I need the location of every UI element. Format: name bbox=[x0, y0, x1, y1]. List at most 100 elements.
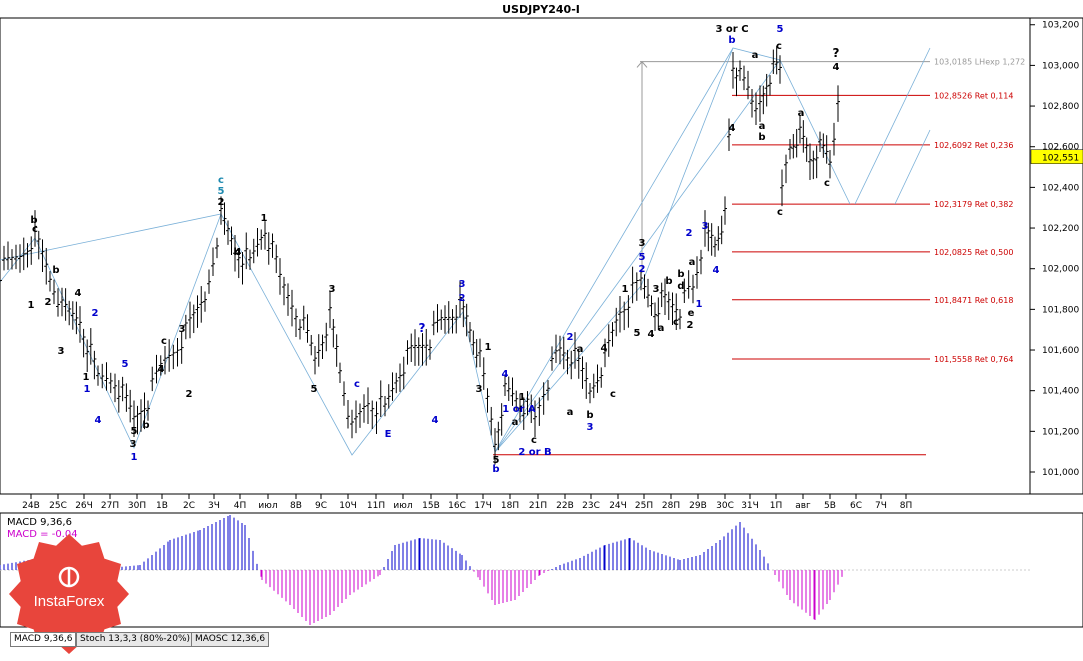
y-tick-label: 101,200 bbox=[1042, 427, 1079, 437]
x-tick-label: июл bbox=[393, 501, 412, 511]
x-tick-label: авг bbox=[795, 501, 811, 511]
x-tick-label: 24В bbox=[22, 501, 40, 511]
wave-label: c bbox=[776, 41, 782, 52]
wave-label: b bbox=[142, 420, 149, 431]
wave-label: 2 bbox=[45, 297, 52, 308]
x-tick-label: 23С bbox=[582, 501, 600, 511]
wave-label: a bbox=[567, 407, 574, 418]
tab-macd[interactable]: MACD 9,36,6 bbox=[10, 632, 77, 647]
wave-label: b bbox=[492, 464, 499, 475]
x-tick-label: 7Ч bbox=[875, 501, 887, 511]
wave-label: 5 bbox=[131, 426, 138, 437]
wave-label: a bbox=[658, 323, 665, 334]
fib-levels: 103,0185 LHexp 1,272 102,8526 Ret 0,114 10… bbox=[493, 58, 1025, 456]
y-tick-label: 102,000 bbox=[1042, 265, 1079, 275]
wave-label: 5 bbox=[639, 252, 646, 263]
tab-stoch[interactable]: Stoch 13,3,3 (80%-20%) bbox=[76, 632, 195, 647]
x-tick-label: 3Ч bbox=[208, 501, 220, 511]
x-tick-label: 27П bbox=[101, 501, 119, 511]
wave-label: b bbox=[758, 132, 765, 143]
current-price-tag bbox=[1030, 149, 1083, 164]
wave-label: e bbox=[688, 308, 695, 319]
wave-label: 1 bbox=[519, 392, 526, 403]
x-tick-label: 25С bbox=[49, 501, 67, 511]
y-tick-label: 101,400 bbox=[1042, 387, 1079, 397]
wave-label: 3 bbox=[329, 284, 336, 295]
x-tick-label: 15В bbox=[422, 501, 440, 511]
wave-label: c bbox=[32, 224, 38, 235]
y-tick-label: 103,200 bbox=[1042, 21, 1079, 31]
wave-label: a bbox=[577, 344, 584, 355]
wave-label: 1 or A bbox=[502, 404, 536, 415]
wave-label: 1 bbox=[28, 300, 35, 311]
wave-label: 3 bbox=[130, 439, 137, 450]
wave-label: a bbox=[798, 108, 805, 119]
wave-label: 4 bbox=[833, 62, 840, 73]
y-tick-label: 101,800 bbox=[1042, 305, 1079, 315]
wave-label: 1 bbox=[485, 342, 492, 353]
wave-label: a bbox=[752, 50, 759, 61]
current-price-label: 102,551 bbox=[1042, 154, 1079, 164]
projection-arrow-head bbox=[636, 60, 648, 68]
wave-label: 3 bbox=[476, 384, 483, 395]
x-tick-label: 11П bbox=[367, 501, 385, 511]
wave-label: 4 bbox=[95, 415, 102, 426]
wave-label: 3 bbox=[179, 324, 186, 335]
wave-label: 2 bbox=[687, 320, 694, 331]
fib-level-label: 102,0825 Ret 0,500 bbox=[934, 248, 1013, 257]
wave-label: 1 bbox=[131, 452, 138, 463]
wave-label: 2 bbox=[567, 332, 574, 343]
wave-label: 3 bbox=[58, 346, 65, 357]
price-panel-frame bbox=[0, 17, 1083, 495]
x-tick-label: июл bbox=[258, 501, 277, 511]
x-tick-label: 16С bbox=[448, 501, 466, 511]
wave-label: 4 bbox=[601, 343, 608, 354]
tab-maosc[interactable]: MAOSC 12,36,6 bbox=[191, 632, 270, 647]
price-bars bbox=[0, 45, 840, 465]
wave-label: 3 bbox=[459, 279, 466, 290]
wave-label: 2 bbox=[218, 197, 225, 208]
wave-label: 4 bbox=[75, 288, 82, 299]
wave-label: 5 bbox=[634, 328, 641, 339]
wave-label: c bbox=[673, 317, 679, 328]
wave-label: ? bbox=[419, 321, 426, 335]
wave-channel-line bbox=[494, 59, 781, 453]
logo-text: InstaForex bbox=[33, 593, 105, 610]
fib-level-label: 102,3179 Ret 0,382 bbox=[934, 200, 1013, 209]
wave-label: c bbox=[531, 435, 537, 446]
wave-label: a bbox=[689, 257, 696, 268]
wave-label: 4 bbox=[648, 329, 655, 340]
x-tick-label: 28П bbox=[662, 501, 680, 511]
x-tick-label: 1В bbox=[156, 501, 168, 511]
wave-label: 5 bbox=[311, 384, 318, 395]
y-tick-label: 101,000 bbox=[1042, 468, 1079, 478]
wave-label: 4 bbox=[158, 364, 165, 375]
y-tick-label: 103,000 bbox=[1042, 61, 1079, 71]
logo-badge-icon bbox=[9, 534, 129, 654]
wave-label: b bbox=[52, 265, 59, 276]
wave-label: b bbox=[728, 35, 735, 46]
wave-label: E bbox=[385, 429, 392, 440]
wave-label: 3 bbox=[639, 238, 646, 249]
wave-label: 1 bbox=[261, 213, 268, 224]
x-tick-label: 4П bbox=[234, 501, 247, 511]
chart-title: USDJPY240-I bbox=[502, 3, 580, 16]
wave-label: b bbox=[586, 410, 593, 421]
x-tick-label: 30С bbox=[716, 501, 734, 511]
fib-level-label: 101,5558 Ret 0,764 bbox=[934, 355, 1013, 364]
x-tick-label: 21П bbox=[529, 501, 547, 511]
wave-channel-line bbox=[494, 47, 851, 453]
wave-label: c bbox=[777, 207, 783, 218]
fib-level-label: 101,8471 Ret 0,618 bbox=[934, 296, 1013, 305]
wave-label: 5 bbox=[122, 359, 129, 370]
macd-label: MACD 9,36,6 bbox=[7, 517, 72, 528]
x-tick-label: 8В bbox=[290, 501, 302, 511]
wave-label: 2 bbox=[639, 264, 646, 275]
wave-label: 1 bbox=[83, 372, 90, 383]
y-tick-label: 101,600 bbox=[1042, 346, 1079, 356]
y-tick-label: 102,800 bbox=[1042, 102, 1079, 112]
x-tick-label: 9С bbox=[315, 501, 327, 511]
wave-label: 2 bbox=[92, 308, 99, 319]
